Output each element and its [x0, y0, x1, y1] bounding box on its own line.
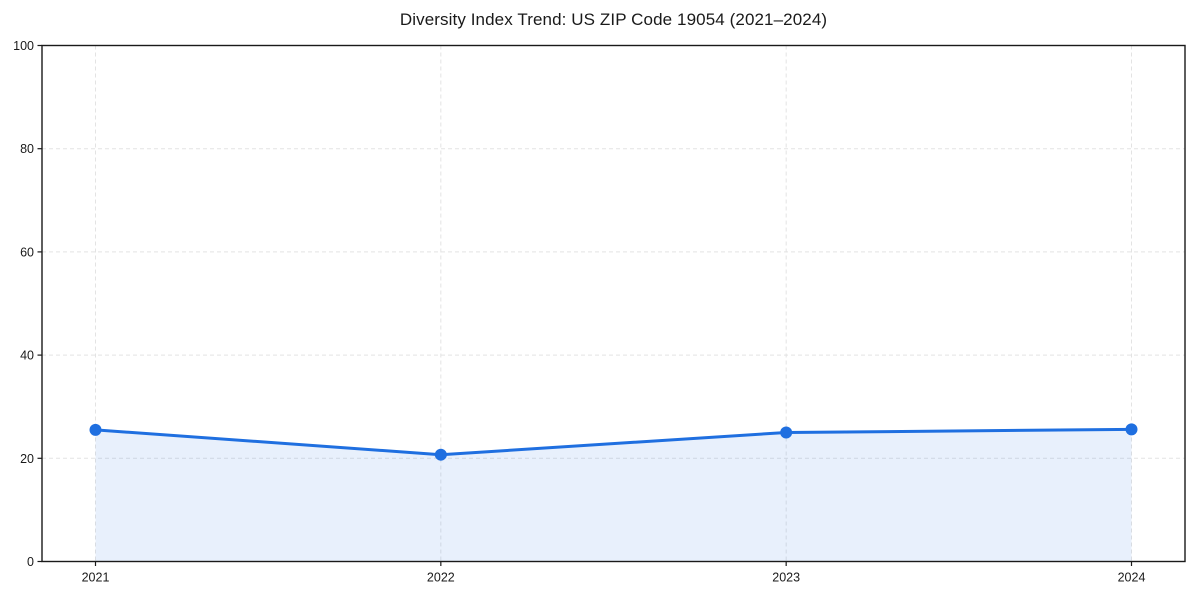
- trend-line: [94, 427, 1133, 457]
- y-axis-tick-label: 100: [13, 39, 34, 53]
- y-axis-tick-label: 20: [20, 452, 34, 466]
- y-axis-tick-label: 40: [20, 349, 34, 363]
- data-point-2021: [89, 423, 102, 436]
- data-point-2024: [1125, 423, 1138, 436]
- y-axis-tick-label: 0: [27, 555, 34, 569]
- y-axis-tick-label: 60: [20, 245, 34, 259]
- x-axis-tick-label: 2022: [427, 571, 455, 585]
- y-axis-tick-label: 80: [20, 142, 34, 156]
- chart-title: Diversity Index Trend: US ZIP Code 19054…: [399, 10, 828, 29]
- x-axis-tick-label: 2021: [82, 571, 110, 585]
- area-fill: [95, 429, 1132, 562]
- data-point-2022: [434, 448, 447, 461]
- data-point-2023: [780, 426, 793, 439]
- plot-border: [41, 44, 1186, 563]
- x-axis-tick-label: 2024: [1118, 571, 1146, 585]
- x-axis-tick-label: 2023: [772, 571, 800, 585]
